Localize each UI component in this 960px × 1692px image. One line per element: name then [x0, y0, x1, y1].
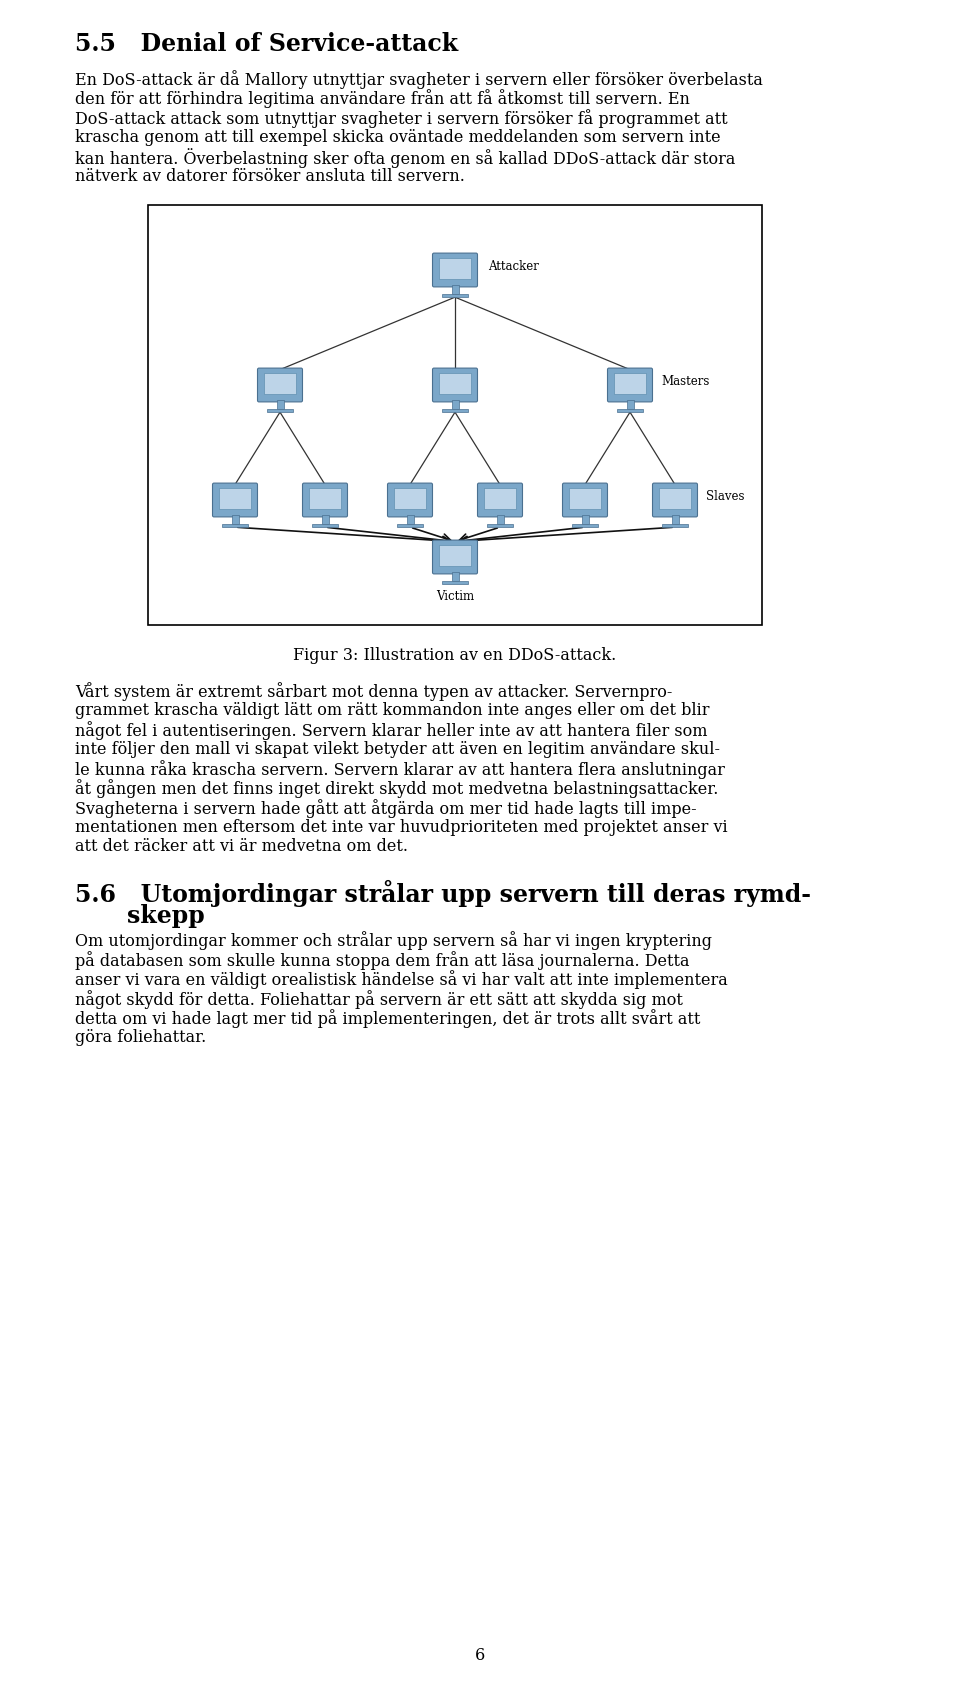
FancyBboxPatch shape — [388, 484, 433, 516]
Bar — [440, 257, 470, 279]
Bar — [443, 294, 468, 298]
Bar — [451, 572, 459, 580]
FancyBboxPatch shape — [433, 540, 477, 574]
Text: kan hantera. Överbelastning sker ofta genom en så kallad DDoS-attack där stora: kan hantera. Överbelastning sker ofta ge… — [75, 147, 735, 168]
Text: den för att förhindra legitima användare från att få åtkomst till servern. En: den för att förhindra legitima användare… — [75, 90, 690, 108]
FancyBboxPatch shape — [477, 484, 522, 516]
Bar — [395, 487, 425, 509]
Bar — [219, 487, 251, 509]
Text: något fel i autentiseringen. Servern klarar heller inte av att hantera filer som: något fel i autentiseringen. Servern kla… — [75, 721, 708, 739]
Text: le kunna råka krascha servern. Servern klarar av att hantera flera anslutningar: le kunna råka krascha servern. Servern k… — [75, 760, 725, 778]
Bar — [569, 487, 601, 509]
Bar — [660, 487, 691, 509]
Bar — [451, 286, 459, 294]
Bar — [231, 516, 238, 525]
Text: Masters: Masters — [661, 374, 709, 387]
Text: på databasen som skulle kunna stoppa dem från att läsa journalerna. Detta: på databasen som skulle kunna stoppa dem… — [75, 951, 689, 970]
Bar — [627, 401, 634, 409]
Text: något skydd för detta. Foliehattar på servern är ett sätt att skydda sig mot: något skydd för detta. Foliehattar på se… — [75, 990, 683, 1008]
Text: göra foliehattar.: göra foliehattar. — [75, 1029, 206, 1046]
Bar — [582, 516, 588, 525]
Bar — [268, 409, 293, 413]
FancyBboxPatch shape — [653, 484, 698, 516]
FancyBboxPatch shape — [302, 484, 348, 516]
Text: Om utomjordingar kommer och strålar upp servern så har vi ingen kryptering: Om utomjordingar kommer och strålar upp … — [75, 932, 712, 951]
Text: 6: 6 — [475, 1646, 485, 1663]
Bar — [614, 372, 646, 394]
Text: DoS-attack attack som utnyttjar svagheter i servern försöker få programmet att: DoS-attack attack som utnyttjar svaghete… — [75, 108, 728, 129]
Bar — [671, 516, 679, 525]
Text: Attacker: Attacker — [488, 259, 539, 272]
Bar — [322, 516, 328, 525]
Text: 5.6   Utomjordingar strålar upp servern till deras rymd-: 5.6 Utomjordingar strålar upp servern ti… — [75, 880, 811, 907]
Text: nätverk av datorer försöker ansluta till servern.: nätverk av datorer försöker ansluta till… — [75, 168, 465, 184]
Text: grammet krascha väldigt lätt om rätt kommandon inte anges eller om det blir: grammet krascha väldigt lätt om rätt kom… — [75, 702, 709, 719]
Bar — [397, 525, 422, 528]
Text: anser vi vara en väldigt orealistisk händelse så vi har valt att inte implemente: anser vi vara en väldigt orealistisk hän… — [75, 971, 728, 990]
Bar — [488, 525, 513, 528]
Text: En DoS-attack är då Mallory utnyttjar svagheter i servern eller försöker överbel: En DoS-attack är då Mallory utnyttjar sv… — [75, 69, 763, 90]
Text: detta om vi hade lagt mer tid på implementeringen, det är trots allt svårt att: detta om vi hade lagt mer tid på impleme… — [75, 1010, 701, 1029]
Text: åt gången men det finns inget direkt skydd mot medvetna belastningsattacker.: åt gången men det finns inget direkt sky… — [75, 780, 718, 799]
Text: mentationen men eftersom det inte var huvudprioriteten med projektet anser vi: mentationen men eftersom det inte var hu… — [75, 819, 728, 836]
Bar — [276, 401, 283, 409]
Bar — [496, 516, 503, 525]
Bar — [309, 487, 341, 509]
Bar — [451, 401, 459, 409]
Bar — [223, 525, 248, 528]
Text: Svagheterna i servern hade gått att åtgärda om mer tid hade lagts till impe-: Svagheterna i servern hade gått att åtgä… — [75, 799, 697, 817]
Text: krascha genom att till exempel skicka oväntade meddelanden som servern inte: krascha genom att till exempel skicka ov… — [75, 129, 721, 146]
Text: att det räcker att vi är medvetna om det.: att det räcker att vi är medvetna om det… — [75, 838, 408, 854]
Text: Victim: Victim — [436, 591, 474, 602]
Bar — [264, 372, 296, 394]
FancyBboxPatch shape — [257, 369, 302, 403]
Bar — [617, 409, 642, 413]
Bar — [312, 525, 338, 528]
FancyBboxPatch shape — [433, 254, 477, 288]
Text: Vårt system är extremt sårbart mot denna typen av attacker. Servernpro-: Vårt system är extremt sårbart mot denna… — [75, 682, 672, 700]
Bar — [148, 205, 762, 624]
Text: inte följer den mall vi skapat vilekt betyder att även en legitim användare skul: inte följer den mall vi skapat vilekt be… — [75, 741, 720, 758]
Text: Slaves: Slaves — [706, 489, 745, 503]
Bar — [572, 525, 597, 528]
FancyBboxPatch shape — [212, 484, 257, 516]
FancyBboxPatch shape — [563, 484, 608, 516]
Bar — [440, 372, 470, 394]
FancyBboxPatch shape — [433, 369, 477, 403]
Text: 5.5   Denial of Service-attack: 5.5 Denial of Service-attack — [75, 32, 458, 56]
Bar — [440, 545, 470, 567]
Bar — [443, 580, 468, 584]
FancyBboxPatch shape — [608, 369, 653, 403]
Bar — [662, 525, 687, 528]
Bar — [484, 487, 516, 509]
Text: Figur 3: Illustration av en DDoS-attack.: Figur 3: Illustration av en DDoS-attack. — [294, 646, 616, 663]
Bar — [443, 409, 468, 413]
Bar — [406, 516, 414, 525]
Text: skepp: skepp — [127, 904, 204, 927]
